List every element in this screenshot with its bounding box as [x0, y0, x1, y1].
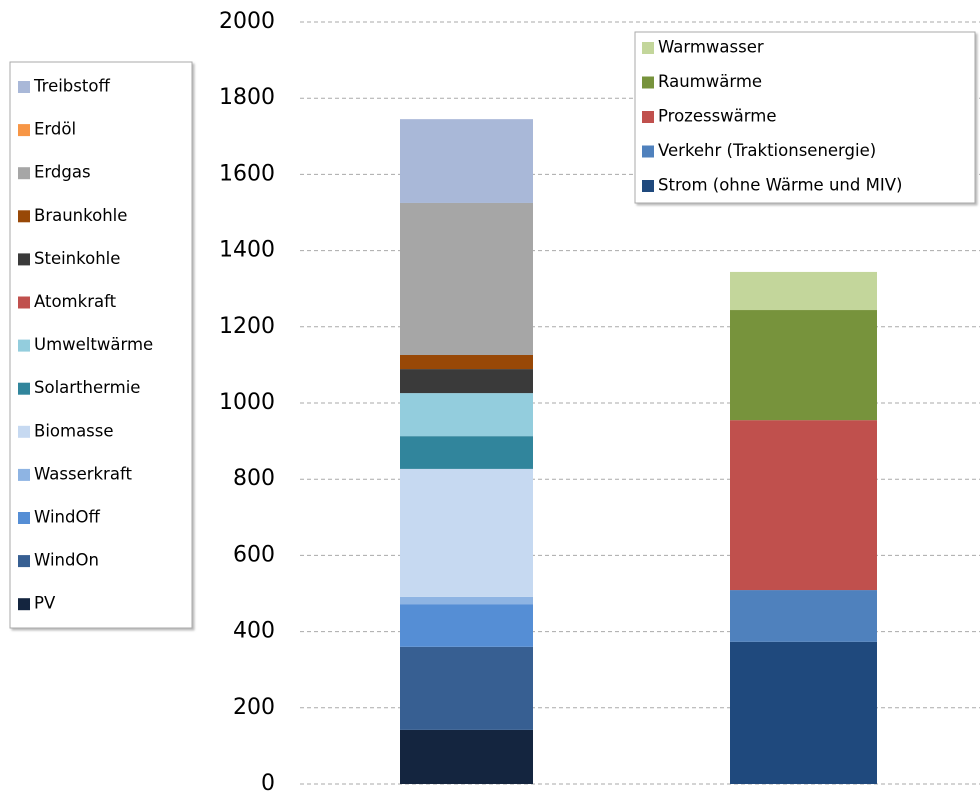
y-tick-label: 400 [233, 619, 275, 644]
legend-swatch [18, 339, 30, 352]
legend-label: Wasserkraft [34, 464, 132, 483]
y-tick-label: 2000 [219, 9, 275, 34]
y-tick-label: 200 [233, 695, 275, 720]
legend-label: Solarthermie [34, 378, 140, 397]
legend-swatch [18, 468, 30, 481]
bar-segment [730, 310, 877, 421]
legend-label: Steinkohle [34, 249, 120, 268]
legend-swatch [18, 598, 30, 611]
legend-swatch [18, 124, 30, 137]
legend-label: WindOff [34, 508, 100, 527]
legend-label: PV [34, 594, 56, 613]
legend-label: Erdgas [34, 163, 91, 182]
legend-swatch [18, 296, 30, 309]
bar-segment [730, 590, 877, 642]
bar-segment [730, 641, 877, 784]
y-tick-label: 600 [233, 542, 275, 567]
bar-segment [400, 729, 533, 784]
y-tick-label: 0 [261, 771, 275, 791]
legend-label: Braunkohle [34, 206, 127, 225]
y-tick-label: 1400 [219, 238, 275, 263]
bar-segment [400, 436, 533, 469]
legend-label: WindOn [34, 551, 99, 570]
bar-segment [400, 393, 533, 437]
legend-label: Warmwasser [658, 38, 764, 57]
legend-label: Biomasse [34, 421, 114, 440]
bar-segment [400, 369, 533, 394]
legend-swatch [18, 210, 30, 223]
bar-segment [400, 596, 533, 605]
legend-swatch [18, 81, 30, 93]
legend-swatch [642, 145, 654, 158]
legend-label: Umweltwärme [34, 335, 153, 354]
bar-segment [400, 604, 533, 647]
bar-segment [400, 202, 533, 355]
legend-label: Atomkraft [34, 292, 117, 311]
legend-label: Prozesswärme [658, 107, 777, 126]
y-tick-label: 1200 [219, 314, 275, 339]
legend-swatch [18, 425, 30, 438]
bar-segment [400, 646, 533, 730]
legend-box [9, 61, 193, 629]
legend-swatch [18, 382, 30, 395]
legend-swatch [642, 180, 654, 192]
y-tick-label: 1000 [219, 390, 275, 415]
y-tick-label: 800 [233, 466, 275, 491]
legend-swatch [18, 253, 30, 266]
y-tick-label: 1600 [219, 161, 275, 186]
y-tick-label: 1800 [219, 85, 275, 110]
bar-segment [400, 119, 533, 203]
bar-segment [730, 420, 877, 591]
legend-swatch [18, 167, 30, 180]
bar-segment [400, 354, 533, 370]
bar-segment [730, 271, 877, 311]
legend-swatch [18, 555, 30, 568]
legend-label: Raumwärme [658, 72, 762, 91]
bar-segment [400, 468, 533, 597]
legend-label: Erdöl [34, 120, 76, 139]
legend-swatch [642, 111, 654, 123]
legend-box [634, 31, 976, 204]
legend-label: Strom (ohne Wärme und MIV) [658, 176, 902, 195]
legend-swatch [18, 512, 30, 524]
legend-label: Treibstoff [33, 77, 110, 96]
legend-swatch [642, 42, 654, 54]
legend-label: Verkehr (Traktionsenergie) [658, 141, 876, 160]
legend-swatch [642, 76, 654, 89]
